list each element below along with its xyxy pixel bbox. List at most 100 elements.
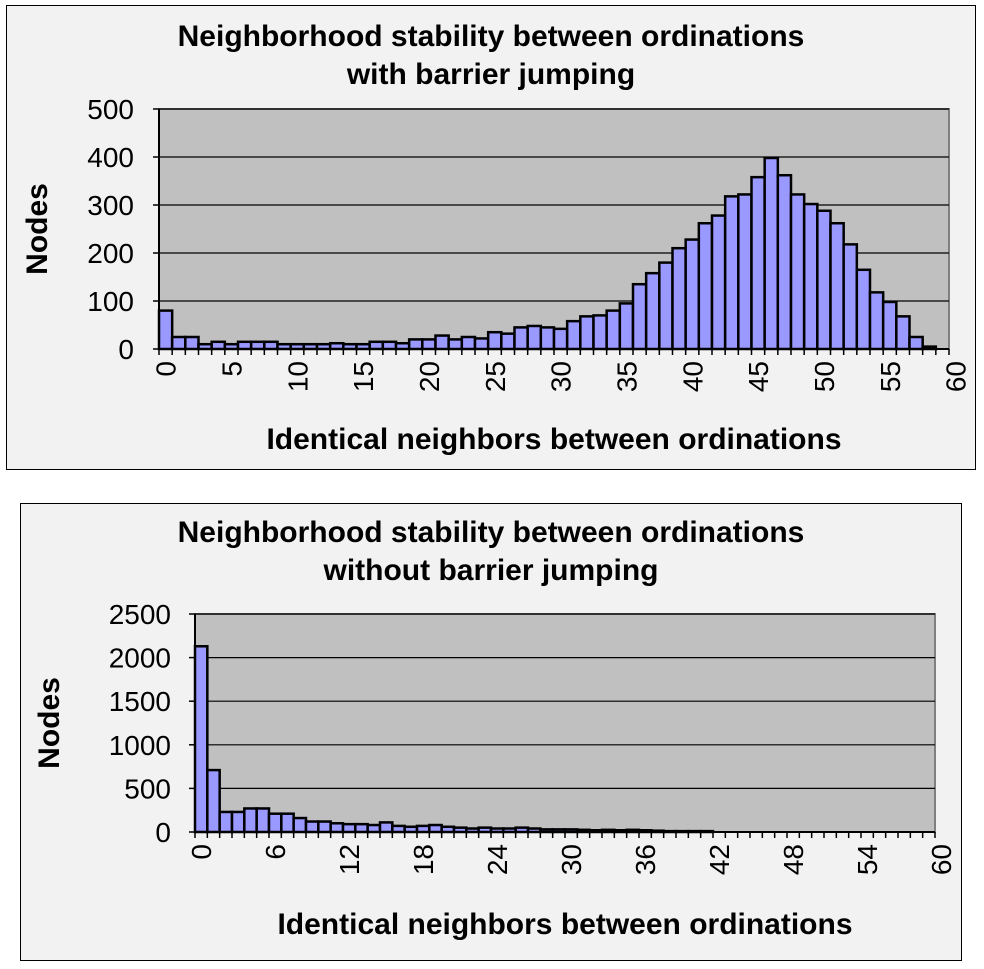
bar — [218, 810, 234, 834]
y-axis-label: Nodes — [33, 677, 66, 769]
x-tick-label: 36 — [630, 844, 661, 875]
bar — [526, 324, 543, 351]
x-tick-label: 35 — [611, 361, 642, 392]
bar — [317, 820, 332, 834]
chart-title-line2: with barrier jumping — [346, 58, 636, 91]
bar — [267, 812, 283, 834]
bar — [354, 822, 369, 834]
bar — [460, 335, 477, 351]
bar — [249, 340, 266, 351]
x-tick-label: 55 — [875, 361, 906, 392]
x-tick-label: 48 — [778, 844, 809, 875]
bar — [579, 315, 595, 351]
bar — [763, 156, 780, 351]
x-tick-label: 54 — [852, 844, 883, 875]
x-tick-label: 6 — [260, 844, 291, 860]
x-tick-label: 60 — [926, 844, 957, 875]
bar — [341, 822, 357, 834]
bar — [304, 820, 320, 834]
x-tick-label: 20 — [414, 361, 445, 392]
bar — [157, 309, 174, 351]
bar — [434, 334, 450, 351]
plot-area — [194, 613, 936, 833]
bar — [255, 807, 271, 834]
y-tick-label: 200 — [87, 238, 134, 269]
bar — [447, 338, 464, 351]
y-tick-label: 1500 — [109, 686, 171, 717]
bar — [280, 812, 295, 834]
y-axis-label: Nodes — [21, 183, 54, 275]
y-tick-label: 2500 — [109, 599, 171, 630]
bar — [539, 326, 556, 351]
bar — [710, 214, 727, 351]
bar — [230, 810, 246, 834]
x-tick-label: 12 — [334, 844, 365, 875]
x-tick-label: 24 — [482, 844, 513, 875]
bar — [895, 315, 911, 351]
bar — [658, 261, 674, 351]
x-tick-label: 40 — [677, 361, 708, 392]
chart-title: Neighborhood stability between ordinatio… — [7, 18, 975, 94]
bar — [486, 330, 503, 351]
y-tick-label: 500 — [87, 94, 134, 125]
bar — [723, 195, 740, 351]
bar — [473, 337, 490, 351]
y-tick-label: 2000 — [109, 643, 171, 674]
bar — [407, 338, 424, 351]
bar — [428, 823, 443, 834]
x-tick-label: 25 — [480, 361, 511, 392]
chart-title-line2: without barrier jumping — [323, 554, 659, 587]
bar — [500, 332, 516, 351]
x-axis-label: Identical neighbors between ordinations — [277, 908, 852, 941]
bar — [513, 326, 529, 351]
bar — [618, 302, 635, 351]
bar — [737, 193, 753, 351]
x-tick-label: 42 — [704, 844, 735, 875]
bar — [184, 335, 200, 351]
bar — [855, 268, 872, 351]
bar — [605, 309, 622, 351]
y-tick-label: 0 — [155, 817, 171, 848]
chart-title-line1: Neighborhood stability between ordinatio… — [177, 516, 805, 549]
x-axis-label: Identical neighbors between ordinations — [266, 423, 841, 456]
chart-without-barrier-jumping: Neighborhood stability between ordinatio… — [20, 503, 962, 961]
bar — [378, 821, 394, 834]
bar — [193, 645, 209, 834]
y-tick-label: 100 — [87, 286, 134, 317]
chart-with-barrier-jumping: Neighborhood stability between ordinatio… — [6, 5, 976, 470]
y-tick-label: 300 — [87, 190, 134, 221]
bar — [170, 335, 187, 351]
x-tick-label: 30 — [556, 844, 587, 875]
bar — [908, 335, 924, 351]
x-tick-label: 10 — [282, 361, 313, 392]
y-tick-label: 400 — [87, 142, 134, 173]
bar — [868, 291, 885, 351]
bar — [802, 202, 819, 351]
bar — [789, 193, 806, 351]
x-tick-label: 0 — [151, 361, 182, 377]
x-tick-label: 0 — [186, 844, 217, 860]
bar — [684, 238, 701, 351]
x-tick-label: 5 — [216, 361, 247, 377]
bar — [421, 338, 437, 351]
x-tick-label: 15 — [348, 361, 379, 392]
chart-plot: 0 100 200 300 400 500 0 5 10 15 20 25 30 35 40 45 50 55 60… — [21, 94, 972, 456]
bar — [592, 314, 608, 351]
bar — [671, 246, 687, 351]
chart-title: Neighborhood stability between ordinatio… — [21, 514, 961, 590]
y-tick-label: 500 — [124, 773, 171, 804]
bar — [565, 319, 582, 351]
bar — [697, 221, 714, 351]
bar — [329, 822, 345, 834]
chart-plot: 0 500 1000 1500 2000 2500 0 6 12 18 24 30 36 42 48 54 60… — [33, 599, 957, 941]
bar — [381, 340, 398, 351]
x-tick-label: 18 — [408, 844, 439, 875]
bar — [750, 175, 766, 351]
bar — [881, 300, 898, 351]
bar — [368, 340, 385, 351]
bar — [236, 340, 253, 351]
bar — [631, 282, 648, 351]
x-tick-label: 30 — [546, 361, 577, 392]
bar — [644, 271, 661, 351]
bar — [842, 243, 859, 351]
